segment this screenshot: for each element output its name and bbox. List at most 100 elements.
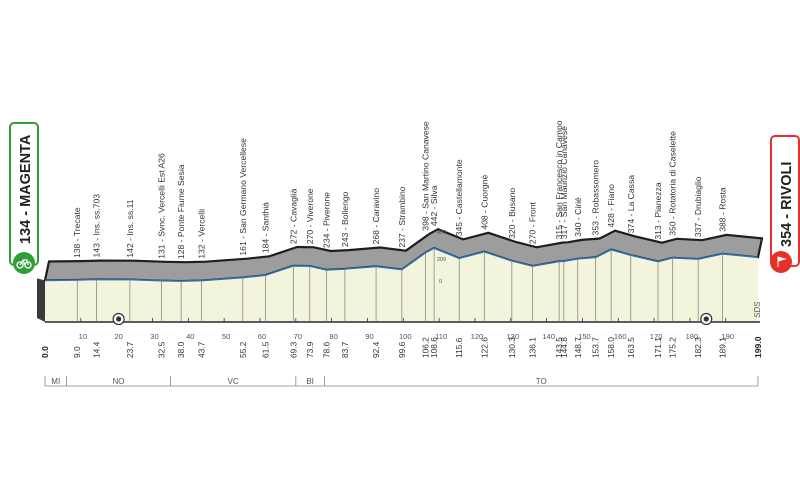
province-label: VC (228, 377, 239, 386)
waypoint-label: 313 - Pianezza (653, 182, 663, 240)
waypoint-label: 442 - Silva (429, 185, 439, 226)
km-tick-label: 30 (150, 332, 158, 341)
waypoint-km-label: 55.2 (238, 341, 248, 358)
profile-front-face (45, 248, 758, 322)
km-tick-label: 40 (186, 332, 194, 341)
km-tick-label: 140 (542, 332, 555, 341)
brand-sds: SDS (753, 301, 762, 318)
waypoint-km-label: 106.2 (421, 337, 431, 358)
scale-0: 0 (439, 279, 442, 285)
waypoint-km-label: 83.7 (340, 341, 350, 358)
waypoint-label: 184 - Santhià (260, 202, 270, 253)
finish-circle (770, 251, 792, 273)
waypoint-label: 161 - San Germano Vercellese (238, 138, 248, 256)
waypoint-km-labels: 0.0 9.0 14.4 23.7 32.5 38.0 43.7 55.2 61.5 69.3 73… (40, 336, 763, 358)
waypoint-km-label: 189.1 (718, 337, 728, 358)
finish-label: 354 - RIVOLI (779, 162, 795, 247)
profile-side-face (37, 278, 45, 322)
profile-road-line (44, 247, 759, 282)
waypoint-label: 337 - Drubiaglio (693, 176, 703, 237)
waypoint-km-label: 163.5 (626, 337, 636, 358)
province-label: BI (306, 377, 314, 386)
waypoint-km-label: 73.9 (305, 341, 315, 358)
waypoint-km-label: 38.0 (176, 341, 186, 358)
waypoint-label: 138 - Trecate (72, 207, 82, 258)
waypoint-km-label: 32.5 (156, 341, 166, 358)
waypoint-label: 353 - Robassomero (591, 160, 601, 236)
km-tick-label: 20 (114, 332, 122, 341)
km-ticks: 10 20 30 40 50 60 70 80 90 100 110 120 130 140 150 160 1… (79, 318, 734, 341)
km-tick-label: 80 (329, 332, 337, 341)
waypoint-label: 315 - San Francesco in Campo (554, 120, 564, 239)
waypoint-label: 143 - Ins. ss.703 (92, 194, 102, 258)
waypoint-km-label: 143.5 (554, 337, 564, 358)
waypoint-label: 345 - Castellamonte (454, 159, 464, 236)
km-tick-label: 70 (294, 332, 302, 341)
waypoint-km-label: 122.6 (479, 337, 489, 358)
waypoint-label: 374 - La Cassa (626, 175, 636, 234)
km-tick-label: 190 (721, 332, 734, 341)
waypoint-drop-lines (76, 248, 723, 322)
km-tick-label: 130 (506, 332, 519, 341)
province-bar: MI NO VC BI TO (44, 376, 759, 387)
waypoint-label: 340 - Cirié (573, 197, 583, 237)
waypoint-km-label: 43.7 (197, 341, 207, 358)
finish-box: 354 - RIVOLI (770, 135, 800, 273)
start-label: 134 - MAGENTA (18, 134, 34, 244)
waypoint-label: 128 - Ponte Fiume Sesia (176, 164, 186, 259)
waypoint-label: 317 - San Maurizio Canavese (559, 126, 569, 239)
waypoint-km-label: 171.1 (653, 337, 663, 358)
waypoint-km-label: 23.7 (125, 341, 135, 358)
waypoint-label: 131 - Svnc. Vercelli Est A26 (156, 153, 166, 259)
sprint-marker-dot (703, 316, 709, 322)
km-tick-label: 170 (650, 332, 663, 341)
waypoint-km-label: 78.6 (322, 341, 332, 358)
waypoint-label: 388 - Rosta (718, 187, 728, 232)
waypoint-labels: 138 - Trecate 143 - Ins. ss.703 142 - Ins.… (72, 120, 727, 259)
waypoint-label: 270 - Front (528, 202, 538, 245)
km-tick-label: 90 (365, 332, 373, 341)
province-label: NO (112, 377, 124, 386)
km-tick-label: 160 (614, 332, 627, 341)
waypoint-km-label: 153.7 (591, 337, 601, 358)
waypoint-label: 268 - Caravino (371, 188, 381, 245)
waypoint-km-label: 158.0 (606, 337, 616, 358)
waypoint-label: 408 - Cuorgnè (479, 174, 489, 229)
finish-flag-icon (777, 256, 787, 267)
scale-200: 200 (437, 257, 446, 263)
waypoint-label: 270 - Viverone (305, 188, 315, 244)
km-tick-label: 120 (471, 332, 484, 341)
waypoint-km-label: 9.0 (72, 346, 82, 358)
waypoint-km-label: 136.1 (528, 337, 538, 358)
waypoint-label: 237 - Strambino (397, 186, 407, 247)
province-label: TO (536, 377, 547, 386)
province-label: MI (51, 377, 60, 386)
waypoint-label: 428 - Fiano (606, 184, 616, 228)
waypoint-km-label: 148.7 (573, 337, 583, 358)
altitude-scale: 400 200 0 (437, 230, 446, 285)
km-tick-label: 180 (686, 332, 699, 341)
waypoint-label: 234 - Piverone (322, 192, 332, 248)
waypoint-km-label: 69.3 (288, 341, 298, 358)
waypoint-label: 132 - Vercelli (197, 209, 207, 259)
km-tick-label: 50 (222, 332, 230, 341)
scale-400: 400 (437, 230, 446, 236)
waypoint-km-label: 108.6 (429, 337, 439, 358)
waypoint-label: 272 - Cavaglià (288, 188, 298, 244)
waypoint-km-label: 175.2 (668, 337, 678, 358)
waypoint-km-label: 199.0 (753, 336, 763, 358)
bicycle-icon (16, 259, 32, 269)
waypoint-km-label: 182.3 (693, 337, 703, 358)
waypoint-km-label: 14.4 (92, 341, 102, 358)
waypoint-km-label: 130.3 (507, 337, 517, 358)
waypoint-label: 320 - Busano (507, 188, 517, 239)
waypoint-km-label: 61.5 (260, 341, 270, 358)
waypoint-km-label: 144.8 (559, 337, 569, 358)
km-tick-label: 10 (79, 332, 87, 341)
waypoint-km-label: 0.0 (40, 346, 50, 358)
km-tick-label: 60 (258, 332, 266, 341)
waypoint-km-label: 99.6 (397, 341, 407, 358)
waypoint-km-label: 115.6 (454, 337, 464, 358)
